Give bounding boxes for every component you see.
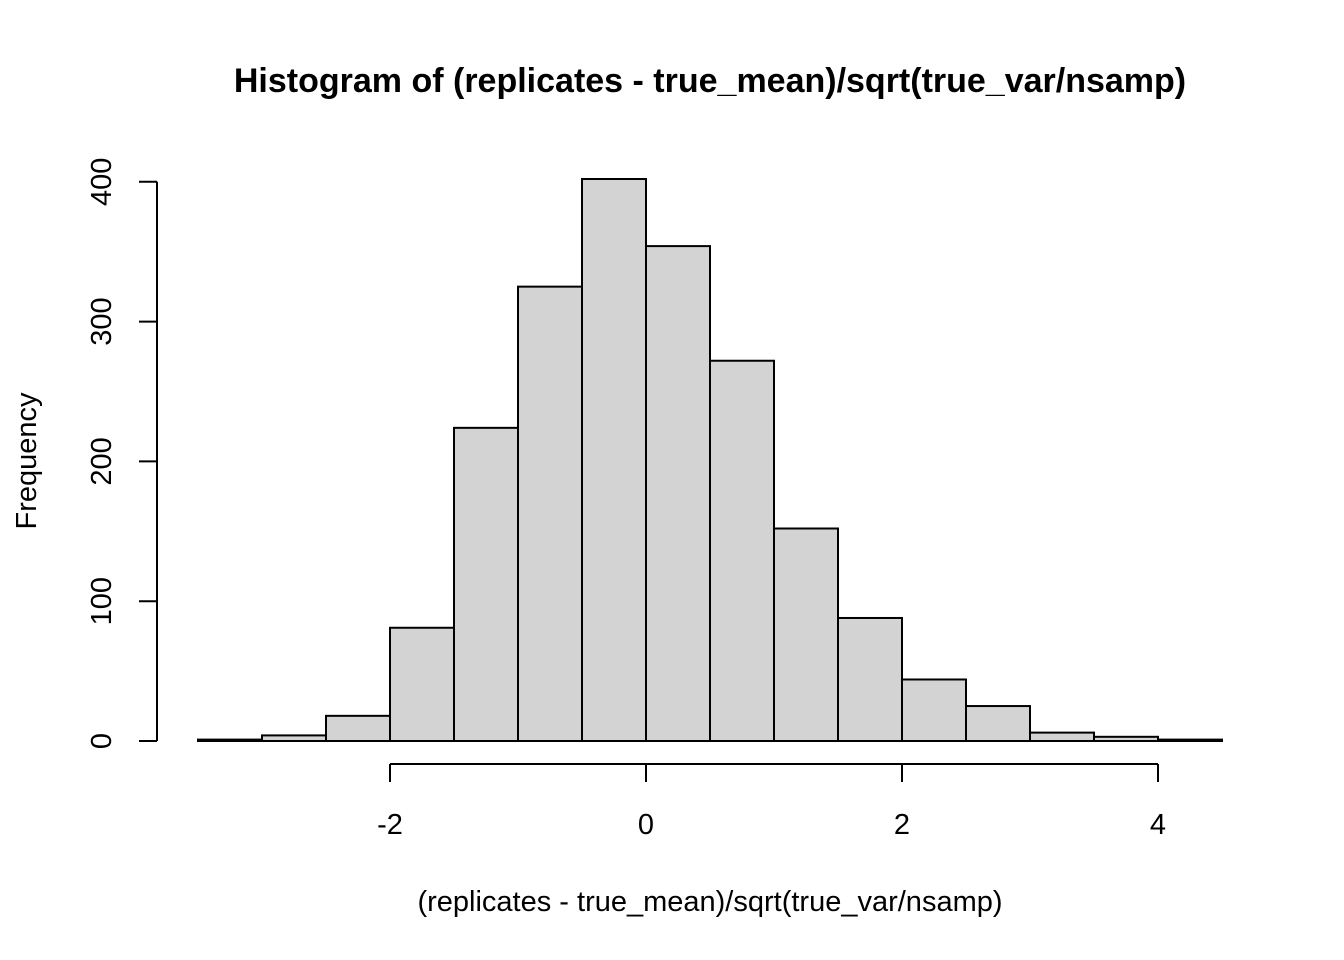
histogram-bar — [1093, 735, 1159, 742]
y-tick-label: 200 — [86, 437, 118, 485]
y-tick-label: 400 — [86, 158, 118, 206]
y-tick-label: 0 — [86, 733, 118, 749]
histogram-bar — [773, 527, 839, 743]
histogram-bar — [453, 426, 519, 742]
y-axis-label: Frequency — [11, 392, 43, 530]
y-tick-label: 300 — [86, 297, 118, 345]
chart-title: Histogram of (replicates - true_mean)/sq… — [234, 62, 1186, 100]
histogram-bar — [965, 705, 1031, 742]
histogram-bar — [581, 178, 647, 742]
x-axis-label: (replicates - true_mean)/sqrt(true_var/n… — [417, 886, 1002, 918]
histogram-bar — [1157, 738, 1223, 742]
histogram-bar — [645, 245, 711, 742]
x-tick-label: -2 — [377, 809, 403, 841]
y-axis: 0 100 200 300 400 — [86, 158, 158, 749]
histogram-bar — [517, 285, 583, 742]
histogram-bar — [261, 734, 327, 742]
x-tick-label: 2 — [894, 809, 910, 841]
bars-group — [197, 178, 1223, 743]
histogram-bar — [709, 359, 775, 742]
histogram-bar — [1029, 731, 1095, 742]
histogram-bar — [325, 714, 391, 742]
histogram-bar — [837, 616, 903, 742]
histogram-bar — [389, 626, 455, 742]
y-tick-label: 100 — [86, 577, 118, 625]
x-axis: -2 0 2 4 — [377, 763, 1166, 841]
histogram-bar — [901, 678, 967, 742]
x-tick-label: 0 — [638, 809, 654, 841]
x-tick-label: 4 — [1150, 809, 1166, 841]
histogram-bar — [197, 738, 263, 742]
